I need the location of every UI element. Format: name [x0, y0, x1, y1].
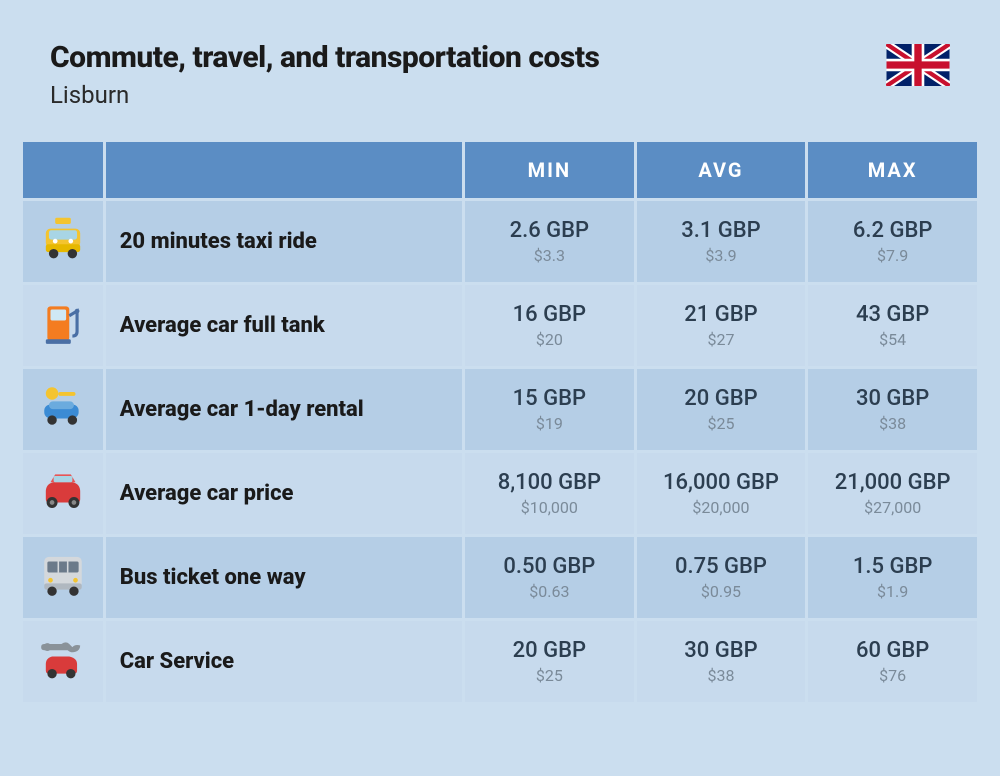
- primary-value: 0.75 GBP: [643, 554, 800, 579]
- fuel-icon: [23, 285, 103, 366]
- service-icon: [23, 621, 103, 702]
- col-min-header: MIN: [465, 142, 634, 198]
- secondary-value: $27: [643, 330, 800, 349]
- row-label: 20 minutes taxi ride: [106, 201, 462, 282]
- primary-value: 2.6 GBP: [471, 218, 628, 243]
- primary-value: 43 GBP: [814, 302, 971, 327]
- cell-max: 1.5 GBP $1.9: [808, 537, 977, 618]
- primary-value: 20 GBP: [471, 638, 628, 663]
- secondary-value: $3.3: [471, 246, 628, 265]
- page-subtitle: Lisburn: [50, 81, 599, 109]
- cell-avg: 21 GBP $27: [637, 285, 806, 366]
- cell-avg: 16,000 GBP $20,000: [637, 453, 806, 534]
- secondary-value: $1.9: [814, 582, 971, 601]
- uk-flag-icon: [886, 44, 950, 86]
- page-title: Commute, travel, and transportation cost…: [50, 40, 599, 75]
- primary-value: 8,100 GBP: [471, 470, 628, 495]
- secondary-value: $38: [643, 666, 800, 685]
- table-body: 20 minutes taxi ride 2.6 GBP $3.3 3.1 GBP $3…: [23, 201, 977, 702]
- cell-min: 2.6 GBP $3.3: [465, 201, 634, 282]
- primary-value: 21,000 GBP: [814, 470, 971, 495]
- secondary-value: $7.9: [814, 246, 971, 265]
- table-row: Average car price 8,100 GBP $10,000 16,000 …: [23, 453, 977, 534]
- table-row: Car Service 20 GBP $25 30 GBP $38 60 GBP $76: [23, 621, 977, 702]
- costs-table: MIN AVG MAX 20 minutes taxi ride 2.6 GBP $…: [20, 139, 980, 705]
- cell-max: 21,000 GBP $27,000: [808, 453, 977, 534]
- secondary-value: $27,000: [814, 498, 971, 517]
- taxi-icon: [23, 201, 103, 282]
- primary-value: 15 GBP: [471, 386, 628, 411]
- cell-avg: 3.1 GBP $3.9: [637, 201, 806, 282]
- primary-value: 6.2 GBP: [814, 218, 971, 243]
- cell-min: 20 GBP $25: [465, 621, 634, 702]
- secondary-value: $20,000: [643, 498, 800, 517]
- primary-value: 30 GBP: [643, 638, 800, 663]
- secondary-value: $38: [814, 414, 971, 433]
- secondary-value: $54: [814, 330, 971, 349]
- primary-value: 60 GBP: [814, 638, 971, 663]
- row-label: Car Service: [106, 621, 462, 702]
- row-label: Average car full tank: [106, 285, 462, 366]
- col-avg-header: AVG: [637, 142, 806, 198]
- secondary-value: $25: [471, 666, 628, 685]
- primary-value: 16 GBP: [471, 302, 628, 327]
- cell-max: 30 GBP $38: [808, 369, 977, 450]
- car-icon: [23, 453, 103, 534]
- row-label: Average car 1-day rental: [106, 369, 462, 450]
- header-text-block: Commute, travel, and transportation cost…: [50, 40, 599, 109]
- primary-value: 20 GBP: [643, 386, 800, 411]
- row-label: Average car price: [106, 453, 462, 534]
- cell-avg: 30 GBP $38: [637, 621, 806, 702]
- col-label-header: [106, 142, 462, 198]
- secondary-value: $0.95: [643, 582, 800, 601]
- secondary-value: $3.9: [643, 246, 800, 265]
- secondary-value: $0.63: [471, 582, 628, 601]
- secondary-value: $76: [814, 666, 971, 685]
- cell-max: 43 GBP $54: [808, 285, 977, 366]
- cell-max: 6.2 GBP $7.9: [808, 201, 977, 282]
- table-row: Average car full tank 16 GBP $20 21 GBP $27 4…: [23, 285, 977, 366]
- secondary-value: $10,000: [471, 498, 628, 517]
- cell-min: 0.50 GBP $0.63: [465, 537, 634, 618]
- primary-value: 0.50 GBP: [471, 554, 628, 579]
- primary-value: 3.1 GBP: [643, 218, 800, 243]
- table-row: Bus ticket one way 0.50 GBP $0.63 0.75 GBP $…: [23, 537, 977, 618]
- secondary-value: $20: [471, 330, 628, 349]
- secondary-value: $25: [643, 414, 800, 433]
- secondary-value: $19: [471, 414, 628, 433]
- col-icon-header: [23, 142, 103, 198]
- primary-value: 1.5 GBP: [814, 554, 971, 579]
- primary-value: 30 GBP: [814, 386, 971, 411]
- table-header-row: MIN AVG MAX: [23, 142, 977, 198]
- table-row: Average car 1-day rental 15 GBP $19 20 GBP $…: [23, 369, 977, 450]
- page-header: Commute, travel, and transportation cost…: [20, 20, 980, 139]
- col-max-header: MAX: [808, 142, 977, 198]
- cell-avg: 20 GBP $25: [637, 369, 806, 450]
- rental-icon: [23, 369, 103, 450]
- cell-max: 60 GBP $76: [808, 621, 977, 702]
- cell-avg: 0.75 GBP $0.95: [637, 537, 806, 618]
- cell-min: 16 GBP $20: [465, 285, 634, 366]
- bus-icon: [23, 537, 103, 618]
- cell-min: 8,100 GBP $10,000: [465, 453, 634, 534]
- row-label: Bus ticket one way: [106, 537, 462, 618]
- table-row: 20 minutes taxi ride 2.6 GBP $3.3 3.1 GBP $3…: [23, 201, 977, 282]
- primary-value: 21 GBP: [643, 302, 800, 327]
- cell-min: 15 GBP $19: [465, 369, 634, 450]
- primary-value: 16,000 GBP: [643, 470, 800, 495]
